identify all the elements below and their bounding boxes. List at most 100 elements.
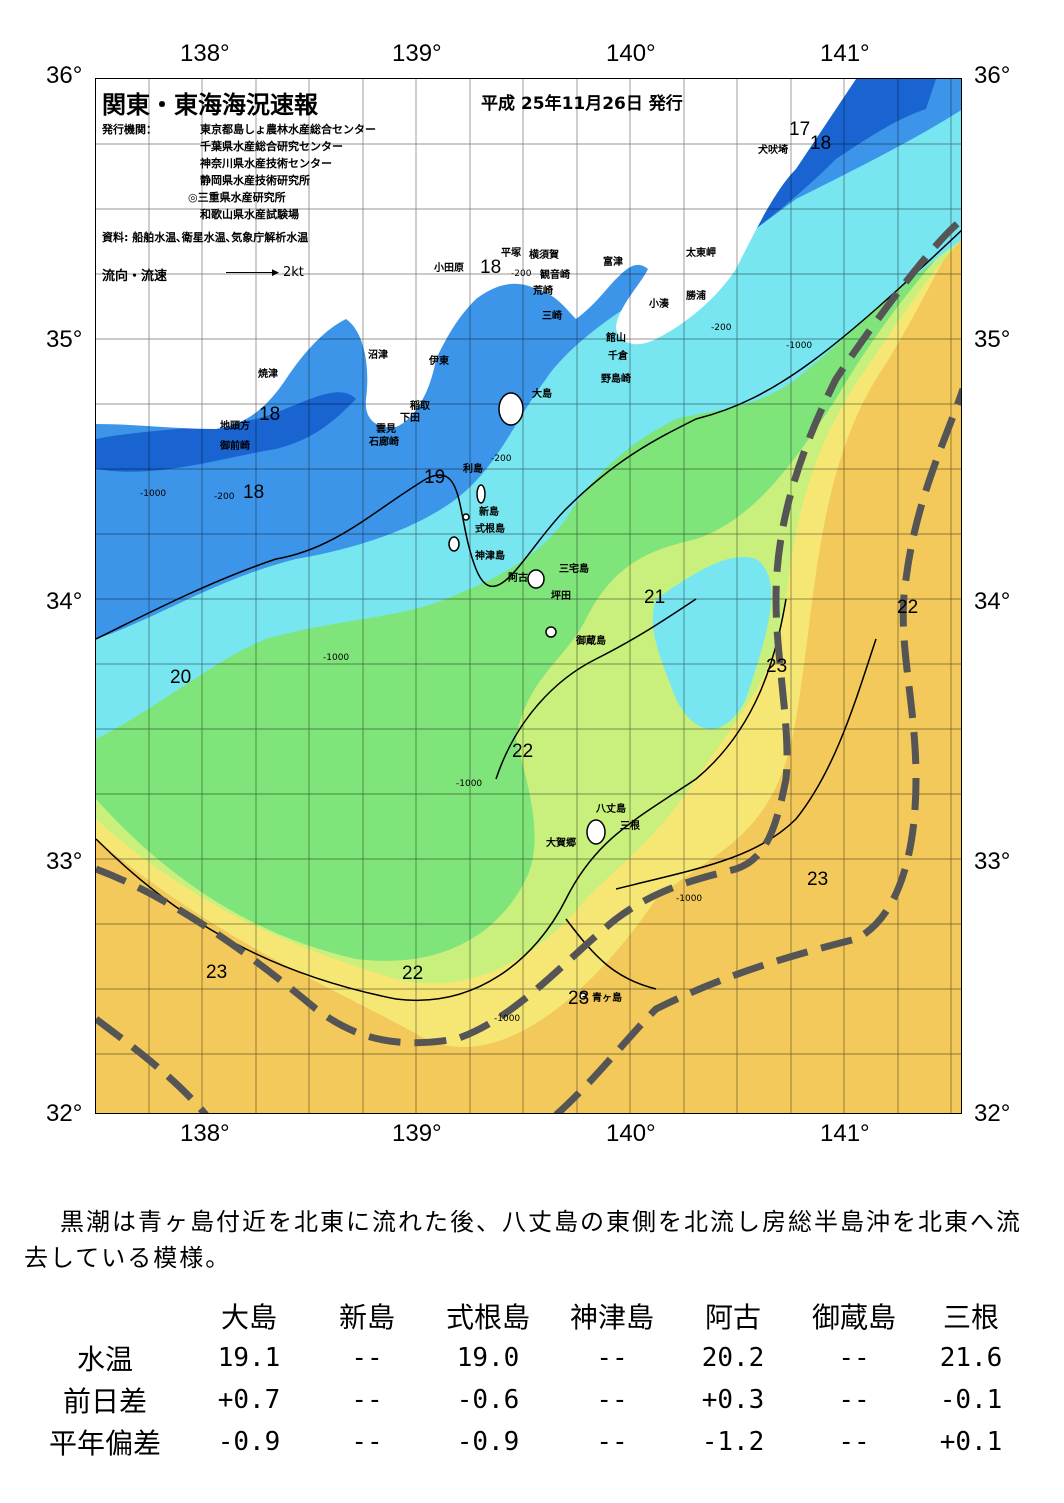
table-row: 平年偏差 -0.9 -- -0.9 -- -1.2 -- +0.1 (20, 1421, 1026, 1463)
place-label: 青ヶ島 (592, 993, 622, 1004)
isotherm-label: 18 (810, 133, 832, 154)
lat-label-right-34: 34° (974, 588, 1011, 615)
column-header: 神津島 (569, 1301, 654, 1334)
lat-label-left-36: 36° (46, 62, 83, 89)
place-label: 勝浦 (686, 291, 706, 302)
lat-lon-grid (96, 79, 961, 1113)
map-graphic (96, 79, 961, 1113)
place-label: 坪田 (551, 591, 571, 602)
isotherm-label: 18 (243, 482, 265, 503)
table-cell: -- (838, 1427, 870, 1457)
depth-label: -1000 (456, 779, 483, 789)
depth-label: -200 (491, 454, 512, 464)
depth-label: -1000 (140, 489, 167, 499)
depth-label: -200 (711, 323, 732, 333)
place-label: 石廊崎 (369, 437, 399, 448)
column-header: 新島 (338, 1301, 395, 1334)
lon-label-bottom-139: 139° (392, 1120, 442, 1147)
isotherm-label: 18 (480, 257, 502, 278)
column-header: 大島 (220, 1301, 277, 1334)
table-row: 水温 19.1 -- 19.0 -- 20.2 -- 21.6 (20, 1337, 1026, 1379)
isotherm-label: 18 (259, 404, 281, 425)
flow-label: 流向・流速 (102, 269, 168, 284)
table-cell: -- (351, 1427, 383, 1457)
sea-temperature-map: 関東・東海海況速報 平成 25年11月26日 発行 発行機関： 東京都島しょ農林… (95, 78, 962, 1114)
place-label: 三根 (620, 821, 640, 832)
place-label: 新島 (479, 507, 499, 518)
place-label: 稲取 (410, 401, 430, 412)
depth-label: -1000 (494, 1014, 521, 1024)
issuer-item: ◎三重県水産研究所 (188, 191, 286, 204)
column-header: 御蔵島 (811, 1301, 896, 1334)
isotherm-label: 17 (789, 119, 811, 140)
isotherm-label: 20 (170, 667, 192, 688)
isotherm-label: 21 (644, 587, 666, 608)
issuer-item: 東京都島しょ農林水産総合センター (200, 123, 376, 136)
cold-water-region-boso (716, 79, 936, 259)
column-header: 式根島 (445, 1301, 530, 1334)
depth-label: -1000 (786, 341, 813, 351)
table-cell: -- (596, 1343, 628, 1373)
depth-label: -200 (511, 269, 532, 279)
lon-label-bottom-138: 138° (180, 1120, 230, 1147)
place-label: 焼津 (258, 369, 278, 380)
place-label: 平塚 (501, 248, 521, 259)
isotherm-label: 22 (897, 597, 919, 618)
issuer-item: 千葉県水産総合研究センター (200, 140, 343, 153)
isotherm-lines (96, 229, 961, 1001)
flow-scale-arrow (226, 272, 276, 273)
place-label: 利島 (463, 464, 483, 475)
table-cell: -0.9 (217, 1427, 281, 1457)
table-cell: -- (838, 1385, 870, 1415)
place-label: 小田原 (434, 263, 464, 274)
table-cell: -- (351, 1385, 383, 1415)
isotherm-label: 23 (766, 656, 788, 677)
place-label: 下田 (400, 413, 420, 424)
table-cell: -- (838, 1343, 870, 1373)
table-row: 前日差 +0.7 -- -0.6 -- +0.3 -- -0.1 (20, 1379, 1026, 1421)
table-header-row: 大島 新島 式根島 神津島 阿古 御蔵島 三根 (20, 1295, 1026, 1337)
lon-label-top-138: 138° (180, 40, 230, 67)
table-cell: 21.6 (939, 1343, 1003, 1373)
isotherm-label: 22 (402, 963, 424, 984)
table-cell: -0.1 (939, 1385, 1003, 1415)
lat-label-left-32: 32° (46, 1100, 83, 1127)
current-summary: 黒潮は青ヶ島付近を北東に流れた後、八丈島の東側を北流し房総半島沖を北東へ流去して… (24, 1204, 1044, 1276)
cold-water-region-suruga (96, 392, 356, 472)
place-label: 雲見 (376, 424, 396, 435)
place-label: 小湊 (649, 299, 669, 310)
place-label: 観音崎 (540, 270, 570, 281)
issuer-item: 神奈川県水産技術センター (200, 157, 332, 170)
depth-label: -1000 (323, 653, 350, 663)
depth-label: -1000 (676, 894, 703, 904)
station-temperature-table: 大島 新島 式根島 神津島 阿古 御蔵島 三根 水温 19.1 -- 19.0 … (20, 1295, 1026, 1463)
place-label: 八丈島 (596, 804, 626, 815)
isotherm-label: 19 (424, 467, 446, 488)
cyan-eddy-region (652, 557, 772, 729)
place-label: 富津 (603, 257, 623, 268)
table-cell: -1.2 (701, 1427, 765, 1457)
table-cell: -- (596, 1427, 628, 1457)
lon-label-bottom-141: 141° (820, 1120, 870, 1147)
kuroshio-axis (96, 216, 961, 1113)
lat-label-left-33: 33° (46, 848, 83, 875)
isotherm-label: 23 (807, 869, 829, 890)
table-cell: 19.1 (217, 1343, 281, 1373)
table-cell: 19.0 (456, 1343, 520, 1373)
issuer-list: 東京都島しょ農林水産総合センター 千葉県水産総合研究センター 神奈川県水産技術セ… (188, 121, 376, 223)
place-label: 三崎 (542, 311, 562, 322)
table-cell: +0.7 (217, 1385, 281, 1415)
lon-label-top-141: 141° (820, 40, 870, 67)
column-header: 阿古 (704, 1301, 761, 1334)
lat-label-right-32: 32° (974, 1100, 1011, 1127)
issuer-label: 発行機関： (102, 123, 157, 136)
place-label: 横須賀 (529, 250, 559, 261)
isotherm-label: 22 (512, 741, 534, 762)
arrow-head-icon: ▶ (272, 268, 279, 278)
row-header: 前日差 (62, 1385, 147, 1418)
lat-label-left-35: 35° (46, 326, 83, 353)
table-corner (20, 1295, 190, 1337)
issue-date: 平成 25年11月26日 発行 (481, 94, 683, 114)
lon-label-top-140: 140° (606, 40, 656, 67)
depth-label: -200 (214, 492, 235, 502)
